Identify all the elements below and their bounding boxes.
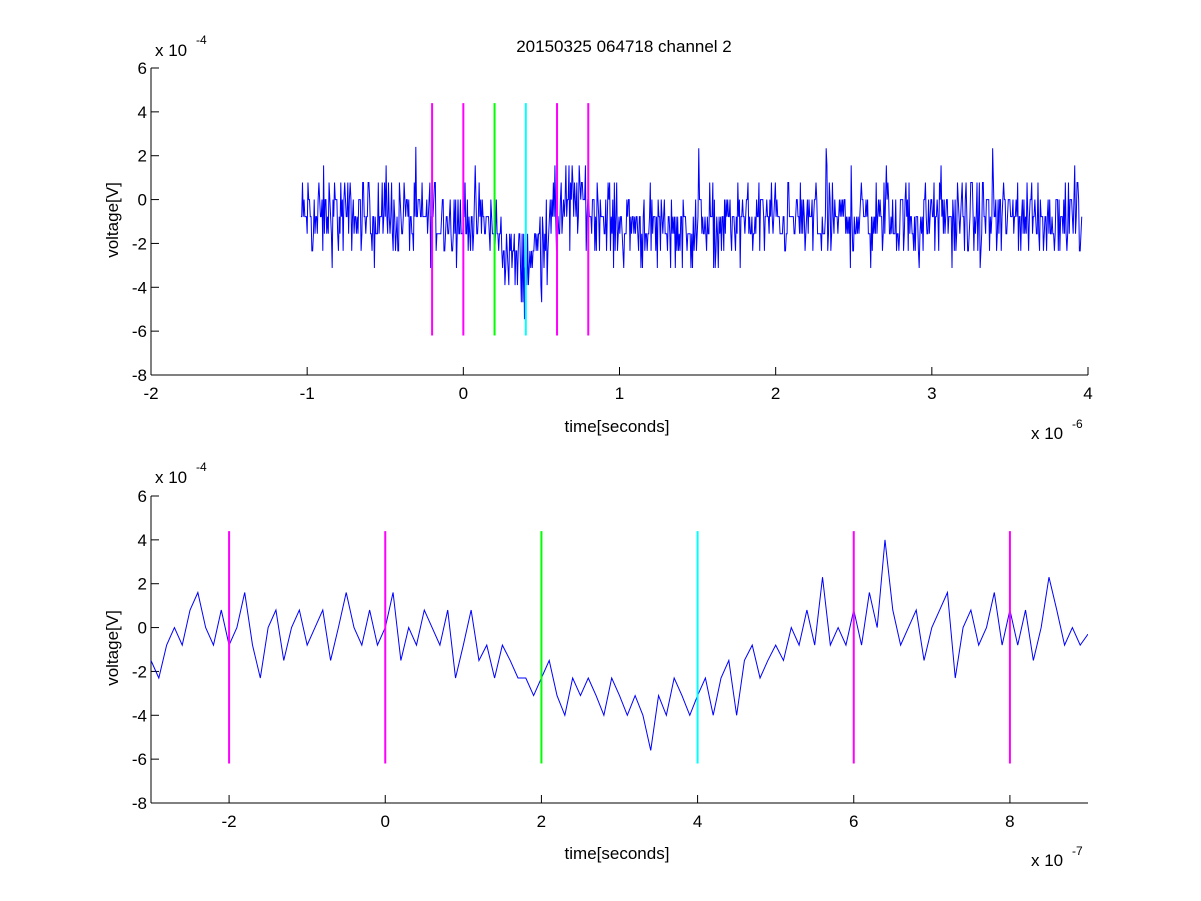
y-tick-label-bottom: -6 [132, 750, 147, 769]
x-tick-label-bottom: 0 [381, 812, 390, 831]
y-exponent-power-top: -4 [196, 33, 207, 47]
y-tick-label-bottom: -4 [132, 706, 147, 725]
x-exponent-base-bottom: x 10 [1031, 851, 1063, 870]
chart-title: 20150325 064718 channel 2 [516, 37, 732, 56]
x-tick-label-bottom: 2 [537, 812, 546, 831]
series-line-bottom [151, 539, 1088, 751]
x-exponent-bottom: x 10 -7 [1031, 844, 1083, 870]
x-tick-label-bottom: 8 [1005, 812, 1014, 831]
plot-area-top [300, 103, 1083, 336]
x-axis-label-bottom: time[seconds] [565, 844, 670, 863]
y-tick-label-bottom: 0 [138, 619, 147, 638]
plot-area-bottom [151, 531, 1088, 764]
y-tick-label-top: -4 [132, 278, 147, 297]
x-tick-label-bottom: -2 [222, 812, 237, 831]
y-tick-label-top: -2 [132, 234, 147, 253]
axes-bottom: x 10 -4 voltage[V] time[seconds] x 10 -7… [103, 460, 1088, 870]
x-tick-label-top: 4 [1083, 384, 1092, 403]
y-tick-label-bottom: -2 [132, 662, 147, 681]
x-tick-label-top: 2 [771, 384, 780, 403]
y-exponent-power-bottom: -4 [196, 460, 207, 474]
y-tick-label-bottom: 2 [138, 575, 147, 594]
x-tick-label-top: 1 [615, 384, 624, 403]
y-exponent-top: x 10 -4 [155, 33, 207, 60]
x-tick-label-top: 3 [927, 384, 936, 403]
y-tick-label-bottom: 6 [138, 487, 147, 506]
y-tick-label-top: 2 [138, 147, 147, 166]
y-exponent-base-bottom: x 10 [155, 468, 187, 487]
y-tick-label-bottom: -8 [132, 794, 147, 813]
x-tick-label-top: 0 [459, 384, 468, 403]
x-tick-label-bottom: 4 [693, 812, 702, 831]
x-tick-label-top: -1 [300, 384, 315, 403]
series-line-top [300, 146, 1083, 320]
y-tick-label-top: -6 [132, 322, 147, 341]
y-exponent-bottom: x 10 -4 [155, 460, 207, 487]
y-tick-label-top: 4 [138, 103, 147, 122]
x-exponent-top: x 10 -6 [1031, 417, 1083, 443]
x-exponent-power-bottom: -7 [1072, 844, 1083, 858]
y-tick-label-top: 6 [138, 59, 147, 78]
y-tick-label-top: -8 [132, 366, 147, 385]
x-tick-label-top: -2 [143, 384, 158, 403]
y-exponent-base-top: x 10 [155, 41, 187, 60]
x-tick-label-bottom: 6 [849, 812, 858, 831]
x-exponent-base-top: x 10 [1031, 424, 1063, 443]
y-tick-label-top: 0 [138, 191, 147, 210]
x-axis-label-top: time[seconds] [565, 417, 670, 436]
y-axis-label-top: voltage[V] [103, 182, 122, 258]
y-axis-label-bottom: voltage[V] [103, 610, 122, 686]
x-exponent-power-top: -6 [1072, 417, 1083, 431]
y-tick-label-bottom: 4 [138, 531, 147, 550]
axes-top: x 10 -4 voltage[V] time[seconds] x 10 -6… [103, 33, 1093, 443]
